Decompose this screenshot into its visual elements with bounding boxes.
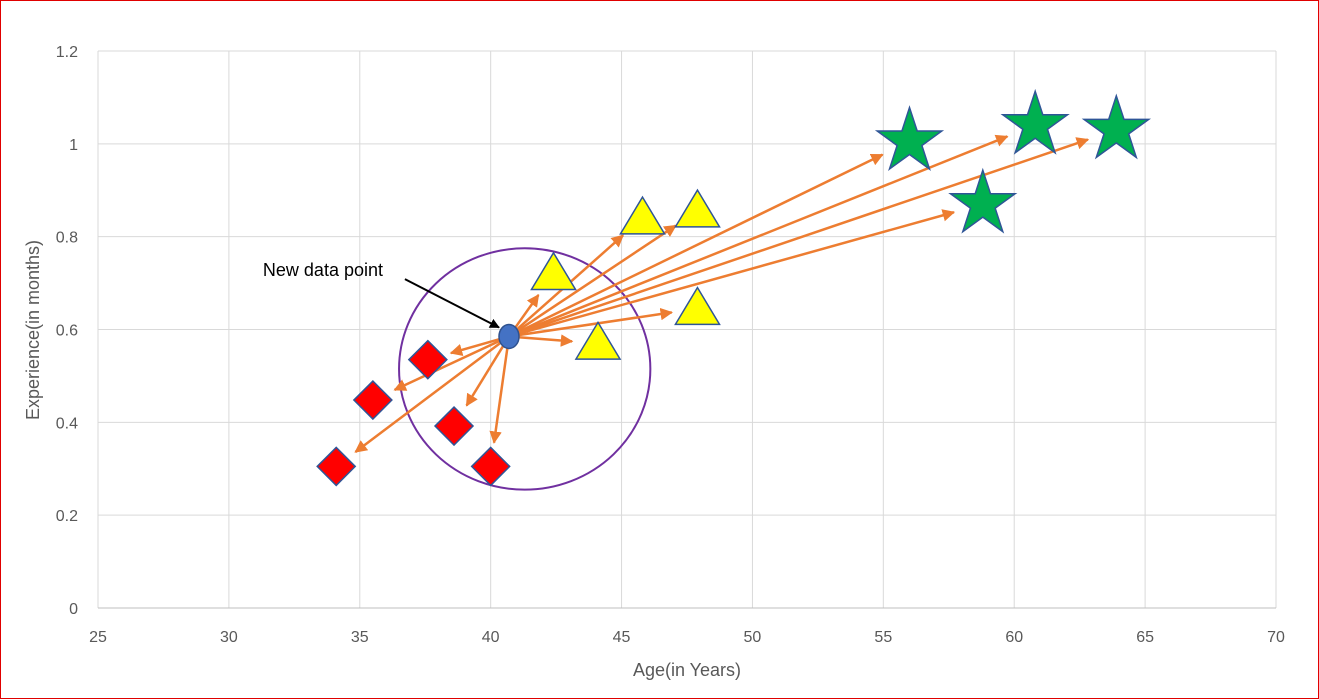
diamond-marker bbox=[433, 405, 475, 447]
star-marker bbox=[1081, 93, 1152, 160]
x-tick-label: 45 bbox=[613, 629, 631, 646]
y-tick-label: 0.4 bbox=[56, 415, 78, 432]
y-tick-label: 0.6 bbox=[56, 323, 78, 340]
distance-arrow bbox=[508, 209, 956, 338]
distance-arrow bbox=[508, 134, 1009, 338]
triangle-marker bbox=[674, 188, 721, 228]
annotation-layer: New data point bbox=[263, 260, 500, 329]
x-tick-label: 35 bbox=[351, 629, 369, 646]
star-marker bbox=[1000, 88, 1070, 155]
triangle-marker bbox=[574, 320, 622, 360]
new-data-point-label: New data point bbox=[263, 260, 383, 280]
x-tick-label: 60 bbox=[1005, 629, 1023, 646]
distance-arrow bbox=[489, 336, 511, 444]
x-tick-label: 70 bbox=[1267, 629, 1285, 646]
x-tick-label: 55 bbox=[874, 629, 892, 646]
y-tick-label: 0 bbox=[69, 601, 78, 618]
y-tick-label: 0.8 bbox=[56, 230, 78, 247]
x-tick-label: 25 bbox=[89, 629, 107, 646]
neighborhood-circle bbox=[398, 247, 652, 491]
distance-arrow bbox=[508, 224, 677, 338]
y-tick-label: 1.2 bbox=[56, 44, 78, 61]
diamond-marker bbox=[470, 446, 511, 487]
star-marker bbox=[948, 167, 1018, 234]
triangle-marker bbox=[530, 251, 577, 291]
triangle-marker bbox=[619, 195, 666, 235]
y-tick-label: 1 bbox=[69, 137, 78, 154]
triangle-marker bbox=[674, 286, 721, 326]
x-axis-title: Age(in Years) bbox=[633, 660, 741, 680]
distance-arrow bbox=[508, 153, 884, 338]
distance-arrow bbox=[465, 335, 511, 407]
diamond-marker bbox=[352, 379, 393, 421]
data-markers bbox=[316, 88, 1152, 487]
x-tick-label: 50 bbox=[744, 629, 762, 646]
distance-arrow bbox=[508, 307, 673, 338]
y-tick-label: 0.2 bbox=[56, 508, 78, 525]
x-tick-label: 40 bbox=[482, 629, 500, 646]
new-data-point-pointer bbox=[404, 278, 500, 329]
diamond-marker bbox=[316, 446, 357, 487]
diamond-marker bbox=[407, 339, 448, 380]
distance-arrow bbox=[354, 335, 510, 454]
x-tick-label: 65 bbox=[1136, 629, 1154, 646]
x-tick-label: 30 bbox=[220, 629, 238, 646]
distance-arrow bbox=[393, 335, 510, 392]
new-data-point bbox=[498, 323, 520, 350]
neighborhood-circle-layer bbox=[398, 247, 652, 491]
gridlines bbox=[97, 50, 1277, 609]
star-marker bbox=[874, 105, 945, 171]
axes: 25 30 35 40 45 50 55 60 65 70 0 0.2 0.4 0.6 0.8 1 1.2 bbox=[56, 44, 1285, 646]
y-axis-title: Experience(in months) bbox=[23, 240, 43, 420]
distance-arrow bbox=[508, 137, 1090, 338]
